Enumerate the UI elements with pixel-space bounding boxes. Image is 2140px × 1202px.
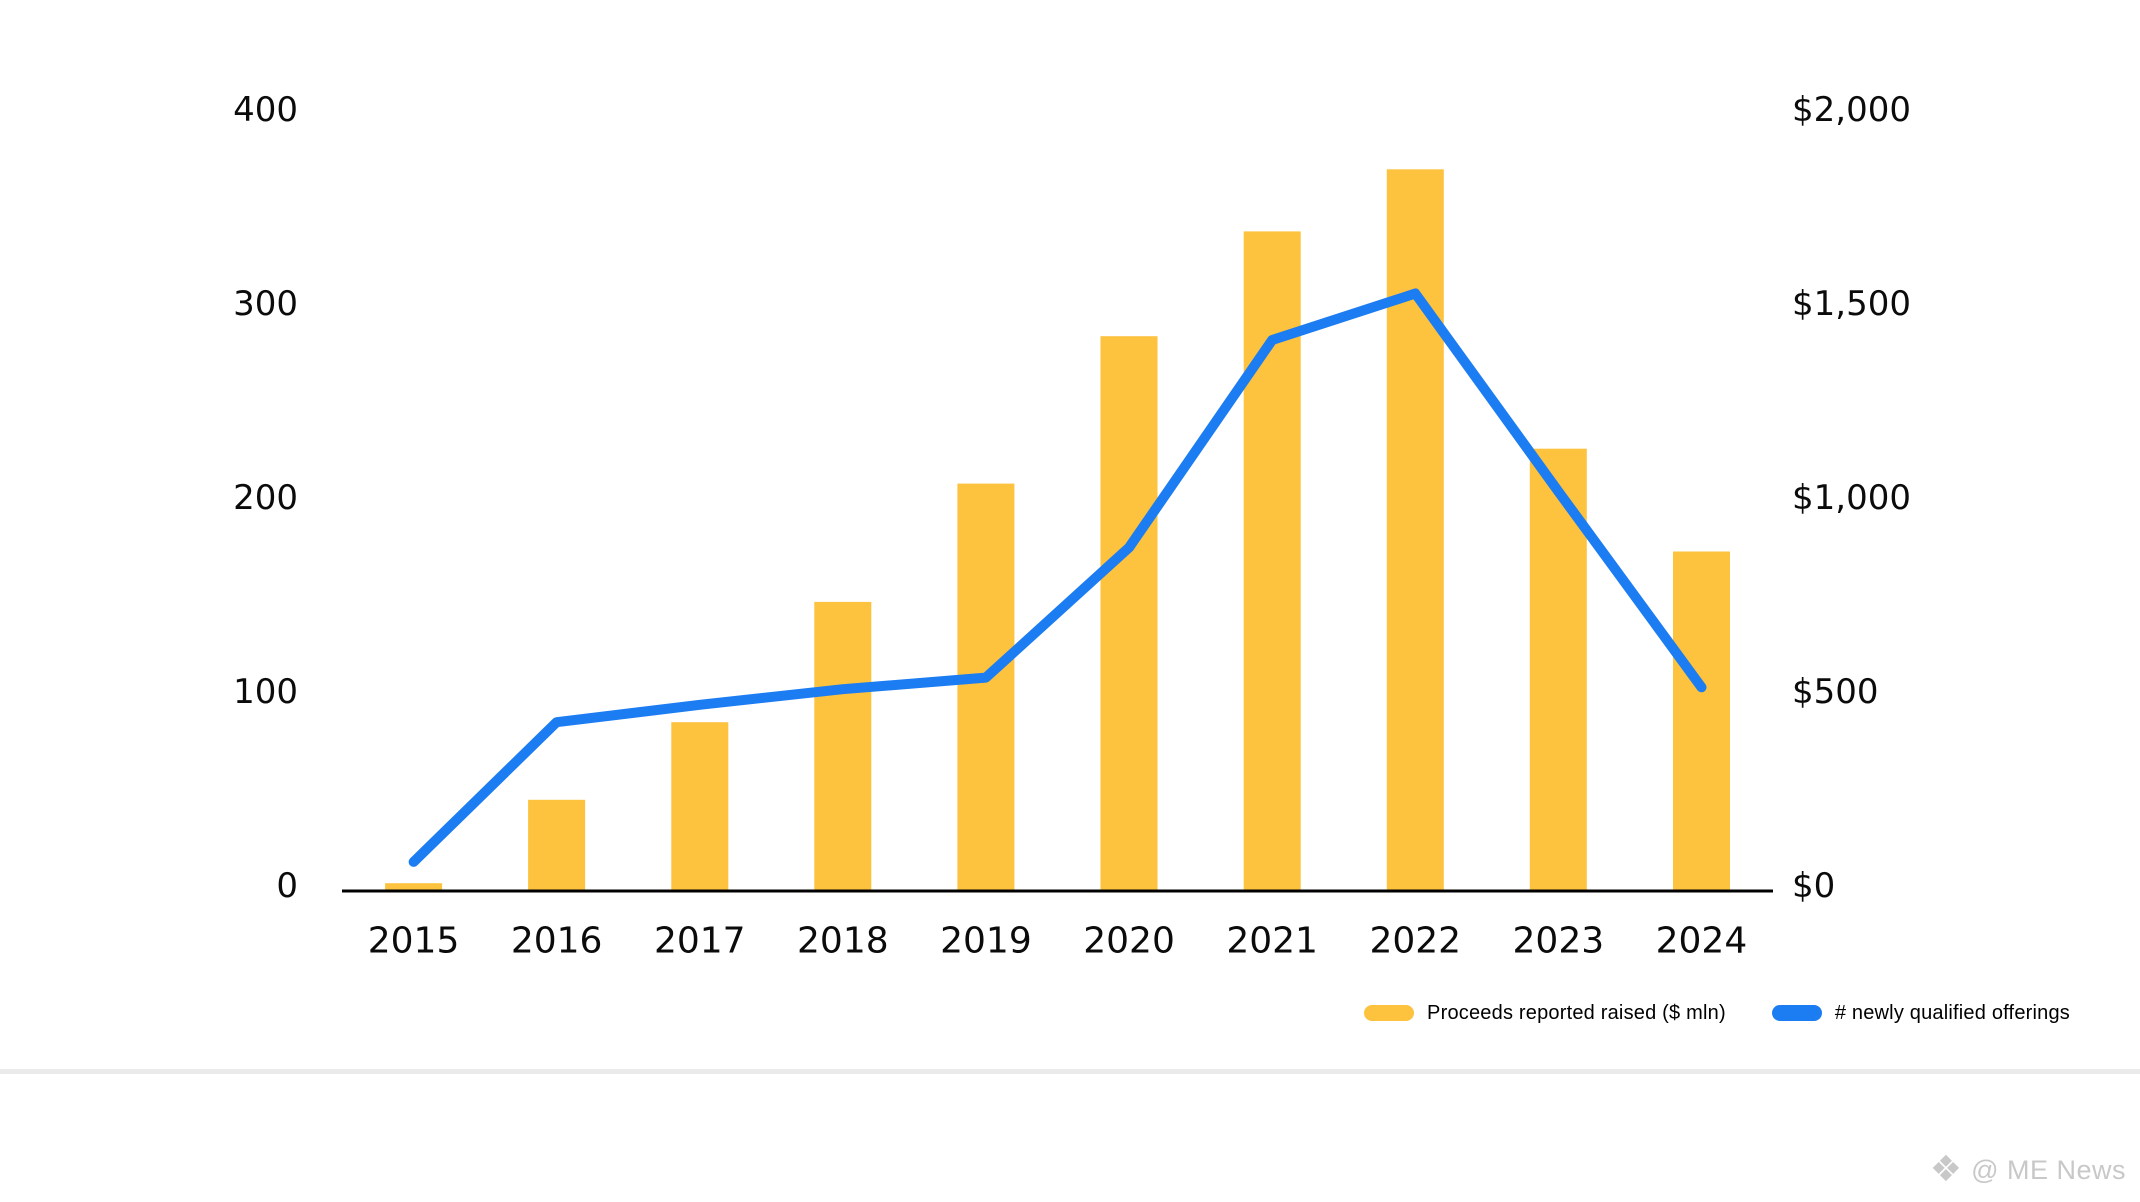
y-axis-left-tick-label: 200: [233, 478, 298, 518]
x-axis-tick-label-2020: 2020: [1083, 920, 1175, 962]
bar-2020: [1100, 336, 1158, 892]
y-axis-left-tick-label: 300: [233, 284, 298, 324]
x-axis-tick-label-2019: 2019: [940, 920, 1032, 962]
x-axis-tick-label-2022: 2022: [1369, 920, 1462, 962]
watermark: ❖ @ ME News: [1930, 1152, 2126, 1188]
x-axis-tick-label-2023: 2023: [1512, 920, 1605, 962]
x-axis-tick-label-2017: 2017: [653, 920, 746, 962]
y-axis-left-tick-label: 100: [233, 672, 298, 712]
x-axis-tick-label-2021: 2021: [1226, 920, 1318, 962]
bar-2022: [1386, 169, 1444, 893]
bar-2015: [385, 883, 443, 892]
bar-2018: [814, 601, 872, 892]
legend-label-proceeds: Proceeds reported raised ($ mln): [1427, 1001, 1726, 1024]
legend-item-proceeds: Proceeds reported raised ($ mln): [1364, 1002, 1726, 1025]
y-axis-left-tick-label: 400: [233, 90, 298, 130]
x-axis-tick-label-2015: 2015: [367, 920, 460, 962]
bar-2024: [1673, 551, 1730, 892]
y-axis-right-tick-label: $2,000: [1792, 90, 1911, 130]
proceeds-swatch-icon: [1364, 1005, 1415, 1021]
legend: Proceeds reported raised ($ mln) # newly…: [1364, 1000, 2070, 1026]
y-axis-right-tick-label: $500: [1792, 672, 1879, 712]
bar-2019: [957, 483, 1015, 892]
y-axis-right-tick-label: $1,000: [1792, 478, 1911, 518]
watermark-text: @ ME News: [1971, 1154, 2126, 1185]
bar-2016: [528, 799, 586, 892]
x-axis-tick-label-2018: 2018: [797, 920, 889, 962]
legend-label-offerings: # newly qualified offerings: [1834, 1001, 2070, 1024]
separator-line: [0, 1069, 2140, 1074]
bar-2017: [671, 722, 729, 892]
y-axis-right-tick-label: $0: [1792, 866, 1836, 906]
x-axis-tick-label-2024: 2024: [1655, 920, 1748, 962]
offerings-swatch-icon: [1771, 1005, 1822, 1021]
y-axis-left-tick-label: 0: [276, 866, 298, 906]
x-axis-tick-label-2016: 2016: [510, 920, 603, 962]
me-news-logo-icon: ❖: [1929, 1149, 1963, 1190]
legend-item-offerings: # newly qualified offerings: [1771, 1001, 2070, 1025]
y-axis-right-tick-label: $1,500: [1792, 284, 1911, 324]
offerings-line: [408, 288, 1707, 867]
